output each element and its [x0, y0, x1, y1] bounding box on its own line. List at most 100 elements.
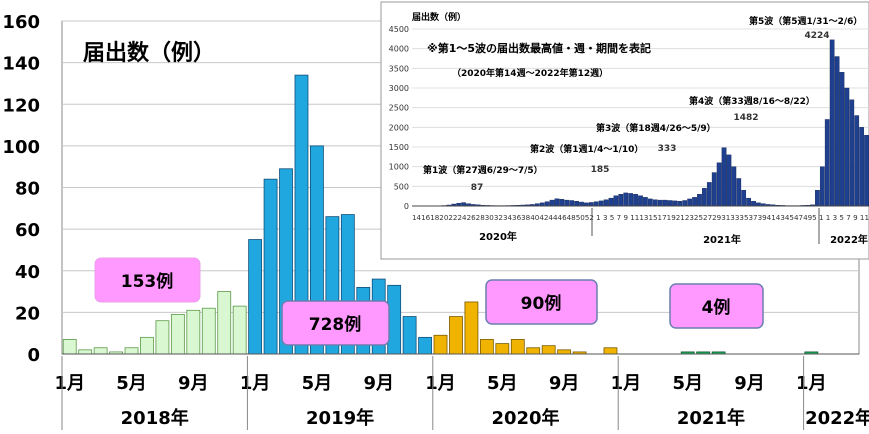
inset-y-tick-label: 1500	[389, 143, 409, 152]
inset-bar	[687, 199, 691, 206]
main-bar	[542, 346, 555, 354]
inset-y-tick-label: 3000	[389, 84, 409, 93]
inset-bar	[653, 200, 657, 206]
inset-bar	[614, 196, 618, 206]
inset-bar	[830, 40, 834, 206]
main-x-tick-label: 1月	[54, 373, 85, 394]
inset-bar	[648, 199, 652, 206]
inset-wave-peak: 185	[591, 165, 610, 175]
inset-bar	[638, 196, 642, 206]
inset-bar	[727, 155, 731, 206]
annotation-label-2020: 90例	[521, 293, 562, 314]
main-x-tick-label: 1月	[240, 373, 271, 394]
main-chart-title: 届出数（例）	[83, 40, 215, 66]
inset-bar	[845, 88, 849, 206]
inset-bar	[574, 201, 578, 206]
inset-bar	[820, 167, 824, 206]
main-y-tick-label: 0	[27, 345, 40, 366]
main-bar	[79, 350, 92, 354]
main-x-tick-label: 1月	[796, 373, 827, 394]
inset-bar	[609, 198, 613, 206]
annotation-2018: 153例	[95, 258, 200, 302]
main-x-tick-label: 5月	[302, 373, 333, 394]
main-x-tick-label: 9月	[734, 373, 765, 394]
inset-wave-peak: 87	[471, 183, 484, 193]
inset-bar	[825, 119, 829, 206]
inset-year-2020: 2020年	[479, 230, 517, 243]
inset-bar	[732, 167, 736, 206]
inset-title: 届出数（例）	[412, 11, 466, 23]
inset-chart: 届出数（例） 050010001500200025003000350040004…	[381, 2, 869, 259]
inset-wave-label: 第4波（第33週8/16～8/22）	[689, 95, 815, 107]
inset-note: ※第1～5波の届出数最高値・週・期間を表記	[427, 41, 651, 55]
main-x-tick-label: 9月	[549, 373, 580, 394]
main-year-label: 2022年	[805, 407, 869, 429]
main-bar	[218, 292, 231, 354]
inset-wave-peak: 333	[658, 144, 677, 154]
inset-bar	[643, 197, 647, 206]
inset-y-tick-label: 3500	[389, 64, 409, 73]
inset-bar	[717, 163, 721, 206]
inset-bar	[855, 116, 859, 206]
annotation-2020: 90例	[486, 280, 597, 324]
inset-bar	[545, 202, 549, 206]
inset-bar	[742, 190, 746, 206]
inset-bar	[658, 200, 662, 206]
inset-bar	[633, 194, 637, 206]
main-x-tick-label: 5月	[116, 373, 147, 394]
inset-bar	[594, 202, 598, 206]
inset-bar	[815, 190, 819, 206]
main-y-tick-label: 160	[2, 12, 40, 33]
main-bar	[465, 302, 478, 354]
inset-bar	[864, 135, 868, 206]
main-x-tick-label: 9月	[178, 373, 209, 394]
inset-x-tick-labels: 1416182022242628303234363840424446485052…	[412, 214, 869, 222]
inset-bar	[683, 200, 687, 206]
main-y-tick-label: 100	[2, 137, 40, 158]
inset-subnote: （2020年第14週～2022年第12週）	[452, 67, 608, 79]
main-bar	[604, 348, 617, 354]
annotation-2021: 4例	[670, 284, 763, 328]
main-y-tick-label: 140	[2, 54, 40, 75]
main-y-tick-label: 60	[15, 220, 40, 241]
inset-bar	[722, 148, 726, 206]
main-x-tick-label: 1月	[611, 373, 642, 394]
main-year-label: 2019年	[306, 407, 374, 429]
main-bar	[202, 308, 215, 354]
main-bar	[94, 348, 107, 354]
main-bar	[171, 314, 184, 354]
main-bar	[264, 179, 277, 354]
main-x-tick-label: 5月	[672, 373, 703, 394]
inset-y-tick-label: 2500	[389, 104, 409, 113]
inset-bar	[751, 201, 755, 206]
inset-bar	[599, 201, 603, 206]
annotation-label-2018: 153例	[121, 271, 174, 292]
main-bar	[434, 335, 447, 354]
main-bar	[63, 339, 76, 354]
inset-year-2022: 2022年	[830, 233, 868, 246]
inset-bar	[663, 200, 667, 206]
inset-bar	[697, 194, 701, 206]
inset-bar	[673, 201, 677, 206]
main-year-label: 2018年	[121, 407, 189, 429]
main-bar	[187, 310, 200, 354]
inset-bar	[579, 202, 583, 206]
main-year-label: 2020年	[491, 407, 559, 429]
main-bar	[496, 344, 509, 354]
inset-y-tick-label: 2000	[389, 123, 409, 132]
inset-bar	[712, 173, 716, 206]
inset-year-2021: 2021年	[703, 233, 741, 246]
inset-bar	[589, 202, 593, 206]
inset-y-tick-label: 4000	[389, 45, 409, 54]
main-bar	[233, 306, 246, 354]
inset-bar	[619, 194, 623, 206]
main-bar	[140, 337, 153, 354]
main-y-tick-label: 20	[15, 303, 40, 324]
inset-bar	[859, 127, 863, 206]
inset-bar	[692, 197, 696, 206]
inset-wave-label: 第1波（第27週6/29～7/5）	[423, 164, 543, 176]
